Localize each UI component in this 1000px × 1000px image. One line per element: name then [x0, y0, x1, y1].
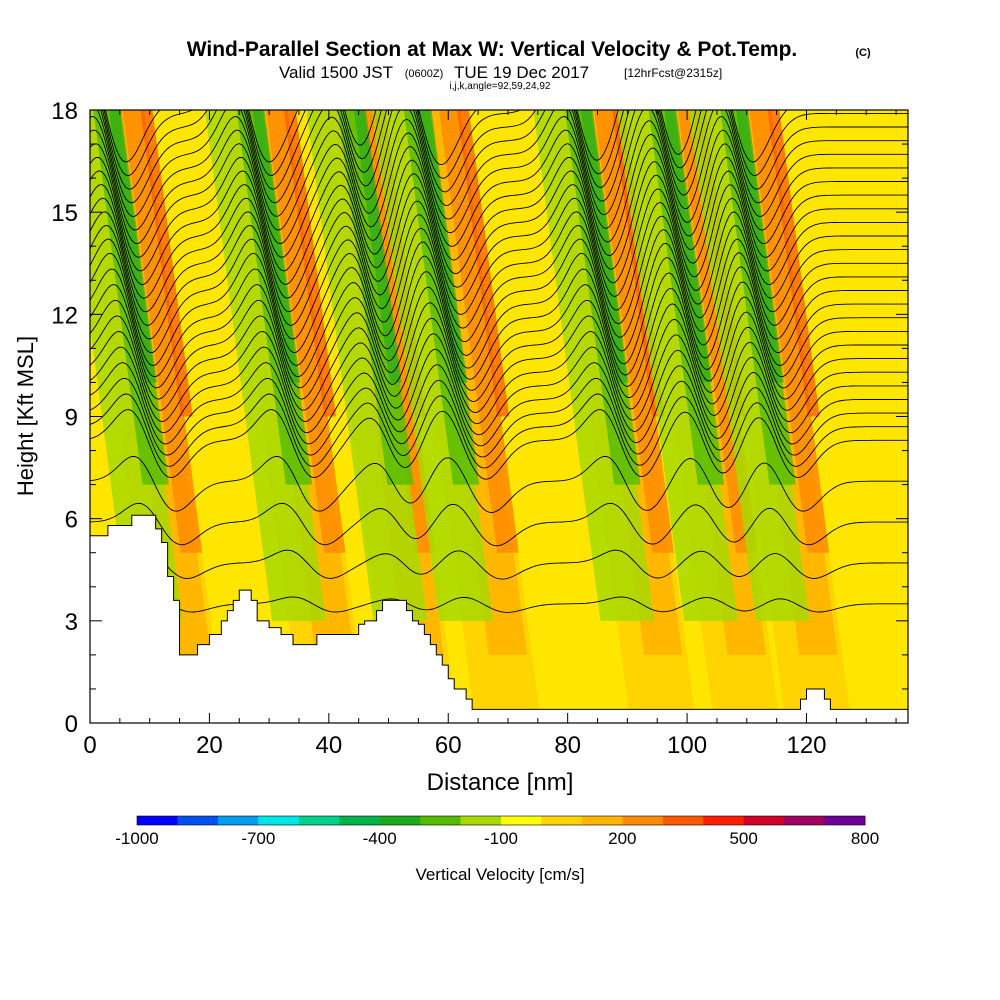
- isentrope-line: [90, 129, 908, 247]
- isentrope-line: [90, 377, 908, 458]
- isentrope-line: [90, 502, 908, 547]
- colorbar-swatch: [460, 816, 502, 825]
- isentrope-line: [90, 170, 908, 288]
- colorbar-swatch: [743, 816, 785, 825]
- colorbar-tick-label: -100: [484, 829, 518, 848]
- x-tick-label: 100: [667, 732, 707, 759]
- isentrope-line: [96, 110, 908, 220]
- isentrope-line: [90, 456, 908, 513]
- updraft-core: [265, 110, 346, 553]
- potential-temperature-contours: [90, 110, 908, 613]
- colorbar: [136, 815, 866, 826]
- x-tick-label: 0: [83, 732, 96, 759]
- isentrope-line: [90, 315, 908, 414]
- colorbar-tick-label: -1000: [115, 829, 158, 848]
- x-tick-label: 60: [435, 732, 462, 759]
- colorbar-swatch: [217, 816, 259, 825]
- terrain: [90, 514, 908, 723]
- y-tick-label: 6: [65, 507, 78, 534]
- x-tick-label: 80: [554, 732, 581, 759]
- colorbar-swatch: [501, 816, 542, 825]
- x-axis-label: Distance [nm]: [427, 769, 574, 796]
- updraft-core: [283, 110, 336, 417]
- y-tick-label: 9: [65, 405, 78, 432]
- isentrope-line: [90, 268, 908, 380]
- colorbar-swatch: [258, 816, 300, 825]
- colorbar-swatch: [339, 816, 381, 825]
- downdraft-band: [688, 110, 810, 621]
- isentrope-line: [103, 110, 908, 179]
- colorbar-swatch: [824, 816, 866, 825]
- plot-area: [90, 110, 908, 723]
- y-tick-label: 15: [51, 200, 78, 227]
- downdraft-band: [204, 110, 326, 621]
- forecast-label: [12hrFcst@2315z]: [624, 66, 722, 80]
- grid-index-label: i,j,k,angle=92,59,24,92: [450, 81, 551, 92]
- y-axis: 0 3 6 9 12 15 18: [51, 98, 908, 738]
- colorbar-swatch: [177, 816, 219, 825]
- colorbar-tick-label: -700: [241, 829, 275, 848]
- y-tick-label: 12: [51, 302, 78, 329]
- colorbar-frame: [136, 815, 866, 826]
- chart-title-mark: (C): [855, 47, 871, 59]
- y-axis-label: Height [Kft MSL]: [13, 336, 38, 496]
- colorbar-swatch: [541, 816, 583, 825]
- downdraft-band: [616, 110, 738, 621]
- isentrope-line: [90, 211, 908, 329]
- colorbar-swatch: [137, 816, 178, 825]
- downdraft-core: [664, 110, 713, 383]
- isentrope-line: [90, 299, 908, 402]
- y-tick-label: 18: [51, 98, 78, 125]
- downdraft-band: [306, 110, 428, 621]
- isentrope-line: [90, 346, 908, 436]
- chart-title: Wind-Parallel Section at Max W: Vertical…: [187, 38, 798, 61]
- colorbar-swatch: [703, 816, 745, 825]
- valid-date-label: TUE 19 Dec 2017: [454, 63, 589, 82]
- colorbar-swatch: [420, 816, 461, 825]
- isentrope-line: [90, 549, 908, 580]
- isentrope-line: [100, 110, 908, 206]
- colorbar-swatch: [662, 816, 704, 825]
- isentrope-line: [90, 596, 908, 613]
- isentrope-line: [90, 284, 908, 391]
- isentrope-line: [90, 143, 908, 261]
- isentrope-line: [90, 197, 908, 315]
- colorbar-label: Vertical Velocity [cm/s]: [415, 865, 584, 884]
- colorbar-swatch: [784, 816, 825, 825]
- valid-time-label: Valid 1500 JST: [279, 63, 393, 82]
- valid-zulu-label: (0600Z): [405, 68, 444, 80]
- isentrope-line: [102, 110, 908, 193]
- isentrope-line: [90, 331, 908, 425]
- colorbar-tick-label: 200: [608, 829, 636, 848]
- x-tick-label: 120: [786, 732, 826, 759]
- isentrope-line: [90, 409, 908, 480]
- downdraft-band: [533, 110, 655, 621]
- x-tick-label: 40: [315, 732, 342, 759]
- colorbar-swatch: [581, 816, 623, 825]
- colorbar-tick-label: 500: [729, 829, 757, 848]
- isentrope-line: [90, 184, 908, 302]
- isentrope-line: [90, 252, 908, 369]
- isentrope-line: [90, 157, 908, 274]
- colorbar-swatch: [379, 816, 421, 825]
- isentrope-line: [104, 110, 788, 166]
- y-tick-label: 3: [65, 609, 78, 636]
- downdraft-core: [353, 110, 402, 383]
- x-axis: 0 20 40 60 80 100 120: [83, 110, 897, 759]
- colorbar-tick-label: 800: [851, 829, 879, 848]
- colorbar-swatch: [298, 816, 340, 825]
- colorbar-tick-label: -400: [363, 829, 397, 848]
- downdraft-core: [736, 110, 784, 383]
- y-tick-label: 0: [65, 711, 78, 738]
- colorbar-tick-labels: -1000 -700 -400 -100 200 500 800: [115, 829, 879, 848]
- colorbar-swatch: [622, 816, 664, 825]
- isentrope-line: [90, 225, 908, 343]
- isentrope-line: [90, 393, 908, 469]
- isentrope-line: [90, 238, 908, 356]
- downdraft-band: [372, 110, 494, 621]
- isentrope-line: [90, 362, 908, 447]
- isentrope-line: [90, 116, 908, 234]
- x-tick-label: 20: [196, 732, 223, 759]
